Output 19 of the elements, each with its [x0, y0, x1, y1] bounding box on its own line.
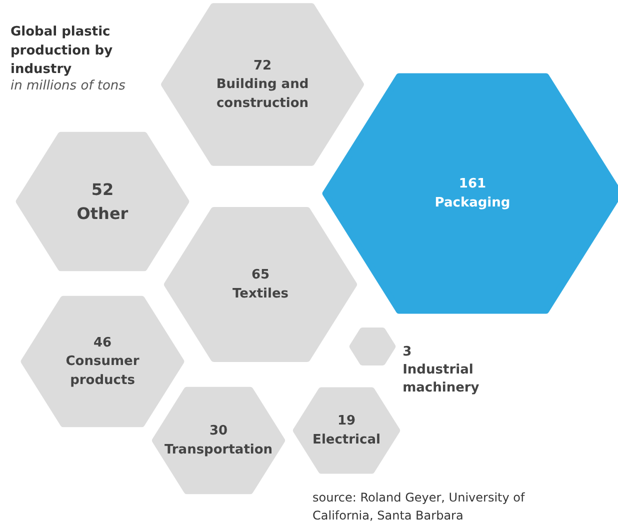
- category-label: Packaging: [434, 195, 510, 210]
- text: Global plastic production by industry: [10, 24, 114, 77]
- data-label: 65: [251, 268, 270, 283]
- category-label: Electrical: [312, 432, 380, 448]
- category-label: Transportation: [164, 442, 273, 458]
- text: in millions of tons: [10, 78, 126, 94]
- data-label: 46: [93, 335, 112, 350]
- source-note: source: Roland Geyer, University of California, Santa Barbara: [312, 490, 526, 523]
- category-label: Industrial machinery: [402, 362, 480, 396]
- category-label: Building and construction: [216, 77, 309, 111]
- category-label: Textiles: [232, 286, 289, 302]
- data-label: 3: [402, 344, 412, 360]
- data-label: 30: [209, 424, 228, 439]
- data-label: 72: [253, 58, 272, 74]
- category-label: Consumer products: [66, 354, 140, 388]
- data-label: 52: [91, 180, 114, 200]
- category-label: Other: [76, 204, 128, 223]
- data-label: 161: [458, 176, 486, 192]
- data-label: 19: [337, 414, 356, 429]
